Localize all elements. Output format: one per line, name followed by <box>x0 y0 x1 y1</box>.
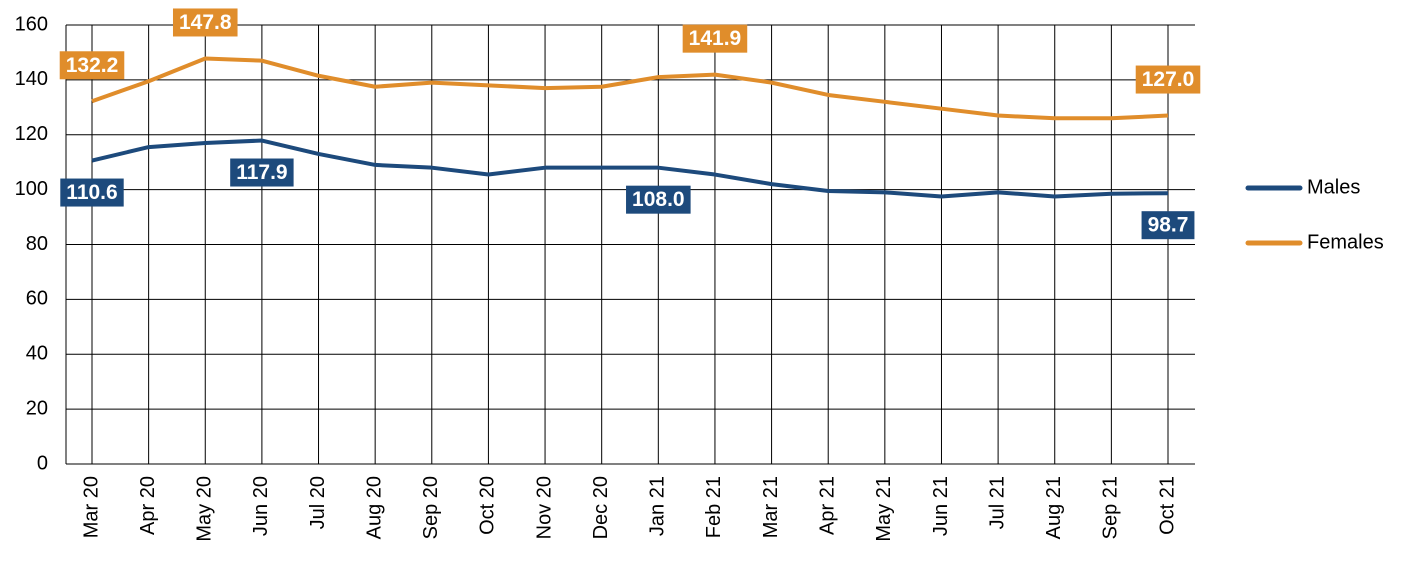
value-label: 132.2 <box>59 51 125 80</box>
x-tick-label: Dec 20 <box>590 476 612 539</box>
y-tick-label: 60 <box>26 288 48 310</box>
value-label-text: 110.6 <box>66 181 117 204</box>
value-label-box <box>60 178 124 207</box>
x-tick-label: Oct 20 <box>477 476 499 535</box>
x-tick-label: Mar 20 <box>80 476 102 538</box>
value-label-box <box>626 185 691 214</box>
x-tick-label: May 20 <box>194 476 216 542</box>
value-label-text: 127.0 <box>1142 68 1195 91</box>
y-tick-label: 0 <box>37 452 48 474</box>
value-label-box <box>59 51 125 80</box>
value-label-text: 132.2 <box>66 54 119 77</box>
value-label-text: 108.0 <box>632 188 685 211</box>
y-tick-label: 80 <box>26 233 48 255</box>
value-label-text: 147.8 <box>179 11 232 34</box>
x-tick-label: Jul 20 <box>307 476 329 529</box>
x-tick-label: May 21 <box>873 476 895 542</box>
x-tick-label: Jul 21 <box>986 476 1008 529</box>
value-label: 117.9 <box>230 158 294 187</box>
x-tick-label: Nov 20 <box>533 476 555 539</box>
legend-label: Females <box>1307 231 1384 253</box>
x-tick-label: Mar 21 <box>760 476 782 538</box>
line <box>91 138 1169 199</box>
legend-label: Males <box>1307 176 1360 198</box>
value-label-text: 141.9 <box>689 27 742 50</box>
y-tick-label: 20 <box>26 397 48 419</box>
value-label-box <box>1141 211 1195 240</box>
x-tick-label: Oct 21 <box>1156 476 1178 535</box>
value-label: 141.9 <box>682 24 748 53</box>
x-tick-label: Jun 21 <box>930 476 952 536</box>
x-tick-label: Aug 21 <box>1043 476 1065 539</box>
value-label: 127.0 <box>1135 65 1201 94</box>
value-label: 110.6 <box>60 178 124 207</box>
x-tick-label: Jun 20 <box>250 476 272 536</box>
value-label-box <box>682 24 748 53</box>
x-tick-label: Sep 20 <box>420 476 442 539</box>
x-tick-label: Feb 21 <box>703 476 725 538</box>
value-label: 98.7 <box>1141 211 1195 240</box>
x-tick-label: Jan 21 <box>647 476 669 536</box>
value-label-box <box>172 8 238 37</box>
value-label-box <box>1135 65 1201 94</box>
value-label: 147.8 <box>172 8 238 37</box>
line <box>91 56 1169 121</box>
value-label-text: 98.7 <box>1148 214 1189 237</box>
value-label-box <box>230 158 294 187</box>
y-tick-label: 100 <box>15 178 48 200</box>
x-tick-label: Apr 20 <box>137 476 159 535</box>
x-tick-label: Aug 20 <box>363 476 385 539</box>
x-tick-label: Sep 21 <box>1100 476 1122 539</box>
x-tick-label: Apr 21 <box>816 476 838 535</box>
value-label-text: 117.9 <box>236 161 287 184</box>
y-tick-label: 40 <box>26 343 48 365</box>
y-tick-label: 140 <box>15 68 48 90</box>
value-label: 108.0 <box>626 185 691 214</box>
y-tick-label: 160 <box>15 13 48 35</box>
y-tick-label: 120 <box>15 123 48 145</box>
